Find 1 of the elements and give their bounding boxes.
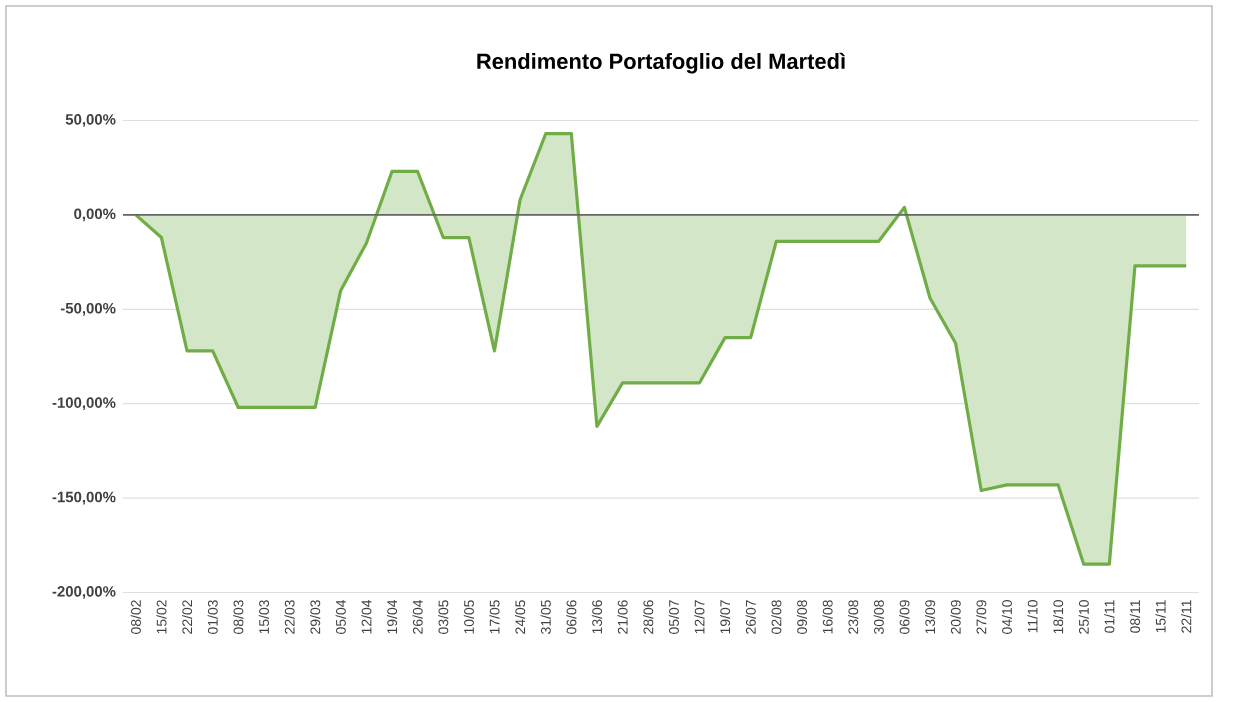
chart-title: Rendimento Portafoglio del Martedì <box>477 52 845 74</box>
